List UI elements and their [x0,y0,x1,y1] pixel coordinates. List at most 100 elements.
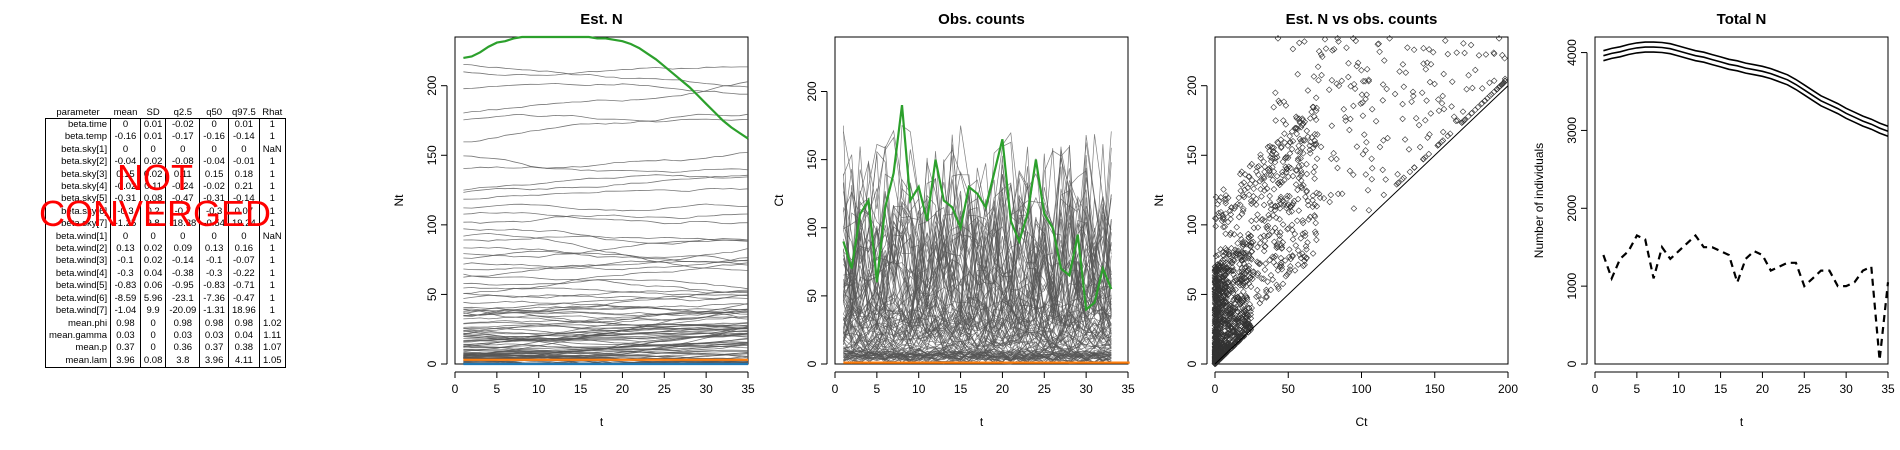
table-cell: 5.96 [139,292,167,306]
table-cell: 0 [199,143,229,157]
scatter-point [1294,125,1302,132]
parameter-name-cell: mean.gamma [44,329,112,343]
scatter-point [1306,213,1314,221]
scatter-point [1219,248,1227,255]
scatter-point [1313,189,1320,197]
scatter-point [1257,239,1264,247]
table-cell: -0.1 [110,255,141,268]
scatter-point [1459,108,1467,115]
scatter-point [1273,262,1280,269]
table-cell: NaN [258,143,286,157]
scatter-point [1295,155,1302,162]
scatter-point [1345,73,1352,81]
scatter-point [1224,291,1232,298]
background-series-line [843,298,1112,350]
scatter-point [1282,273,1290,280]
scatter-point [1405,146,1413,153]
table-cell: 0.13 [199,243,229,256]
scatter-point [1273,228,1280,236]
scatter-point [1479,85,1486,92]
parameter-name-cell: beta.wind[2] [44,243,112,256]
scatter-point [1312,94,1320,102]
y-tick-label: 100 [425,215,439,235]
scatter-point [1283,195,1291,202]
x-tick-label: 0 [832,382,839,396]
scatter-point [1261,266,1269,273]
scatter-point [1267,171,1275,179]
table-cell: 1 [258,218,286,231]
table-row: beta.sky[2] -0.04 0.02 -0.08 -0.04 -0.01 1 [44,156,286,169]
scatter-point [1216,197,1223,204]
scatter-point [1406,168,1414,176]
table-cell: -0.04 [110,156,141,169]
chart-title: Est. N [580,11,623,28]
scatter-point [1293,115,1301,122]
scatter-point [1246,250,1253,258]
scatter-point [1396,68,1403,75]
scatter-point [1229,251,1237,259]
table-cell: -0.47 [165,193,201,206]
scatter-point [1286,266,1294,273]
table-cell: 1.05 [258,354,286,369]
scatter-point [1264,232,1271,240]
scatter-point [1234,279,1241,286]
table-body: beta.time 0 0.01 -0.02 0 0.01 1 beta.temp -0.16 0… [44,118,286,369]
background-series-line [463,332,749,358]
scatter-point [1228,204,1235,211]
scatter-point [1410,46,1418,54]
scatter-point [1279,280,1287,288]
table-cell: -0.38 [165,267,201,281]
scatter-point [1215,251,1222,259]
scatter-point [1217,280,1225,288]
scatter-point [1238,181,1245,188]
scatter-point [1313,236,1320,244]
scatter-point [1372,117,1380,125]
scatter-point [1233,296,1241,303]
scatter-point [1236,322,1244,329]
table-cell: -0.1 [199,255,229,268]
scatter-point [1328,76,1336,84]
scatter-point [1255,162,1263,170]
table-cell: -0.14 [227,131,260,144]
table-cell: -1.25 [110,218,141,231]
scatter-point [1214,336,1221,344]
scatter-point [1220,252,1227,259]
scatter-point [1242,263,1250,271]
scatter-point [1453,49,1460,56]
scatter-point [1277,178,1284,186]
scatter-point [1232,294,1240,302]
scatter-point [1459,118,1467,125]
scatter-point [1327,191,1335,199]
scatter-point [1472,106,1479,114]
scatter-point [1247,243,1254,251]
scatter-point [1431,80,1438,88]
scatter-point [1474,104,1482,111]
parameter-name-cell: mean.p [44,342,112,355]
scatter-point [1239,256,1247,263]
scatter-point [1264,225,1271,232]
table-header-parameter: parameter [56,107,100,118]
table-cell: 0.11 [165,168,201,182]
background-series-line [463,286,749,294]
scatter-point [1253,216,1260,223]
scatter-point [1276,181,1283,189]
scatter-point [1303,187,1310,195]
table-cell: -1.31 [199,305,229,318]
scatter-point [1240,327,1247,334]
background-series-line [463,309,749,317]
scatter-point [1380,137,1387,144]
scatter-point [1426,131,1433,138]
y-tick-label: 0 [805,360,819,367]
scatter-point [1211,335,1219,342]
parameter-name-cell: beta.sky[1] [44,143,112,157]
table-cell: 0.37 [199,342,229,355]
scatter-point [1315,48,1323,55]
chart-title: Total N [1717,11,1767,28]
table-cell: 1 [258,131,286,144]
table-cell: -23.1 [165,292,201,306]
scatter-point [1461,49,1468,57]
scatter-point [1309,197,1316,204]
scatter-point [1440,105,1448,113]
table-cell: -18.38 [165,218,201,231]
scatter-point [1240,288,1247,295]
